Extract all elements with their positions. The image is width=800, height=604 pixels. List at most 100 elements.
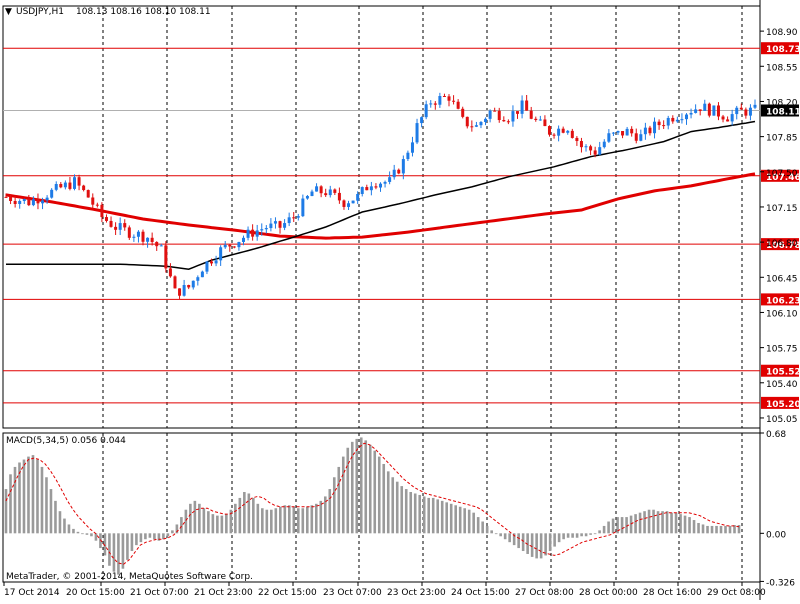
candle-body [146, 237, 150, 242]
candle-body [68, 182, 72, 189]
macd-bar [279, 506, 282, 534]
candle-body [671, 117, 675, 122]
macd-bar [611, 518, 615, 534]
macd-bar [562, 533, 565, 540]
candle-body [196, 277, 200, 281]
candle [502, 116, 506, 122]
macd-bar [728, 525, 732, 534]
macd-bar [607, 521, 610, 534]
candle-body [410, 142, 414, 153]
candle [360, 186, 364, 197]
candle-body [219, 247, 223, 261]
macd-bar [386, 471, 390, 534]
candle [82, 184, 86, 192]
candle-body [748, 107, 752, 116]
candle-body [369, 186, 373, 191]
macd-bar [377, 456, 381, 534]
candle-body [397, 169, 401, 174]
candle [452, 95, 456, 105]
chart-frame [2, 0, 761, 600]
candle-body [278, 221, 282, 228]
macd-bar [544, 533, 547, 556]
macd-signal-line [5, 442, 740, 565]
macd-bar [701, 524, 705, 534]
candle-body [516, 111, 520, 114]
macd-bar [157, 533, 161, 541]
candle [351, 200, 355, 204]
candle [730, 109, 734, 126]
candle [237, 241, 241, 251]
macd-bar [580, 533, 583, 537]
level-tag-3 [761, 293, 799, 306]
candle-body [680, 119, 684, 121]
price-tick-label: 105.75 [766, 345, 798, 355]
candle-body [438, 96, 442, 105]
candle-body [484, 118, 488, 122]
macd-bar [427, 497, 431, 534]
candle-body [191, 280, 195, 288]
level-tag-label: 108.73 [766, 45, 800, 55]
candle [374, 183, 378, 190]
macd-bar [481, 521, 484, 534]
candle-body [91, 197, 95, 205]
candle [438, 92, 442, 108]
macd-bar [341, 456, 345, 534]
macd-bar [121, 533, 125, 569]
candle [164, 241, 168, 273]
macd-bar [436, 499, 440, 534]
level-tag-label: 106.78 [766, 241, 800, 251]
candle-body [538, 119, 542, 121]
candle-body [136, 231, 140, 237]
candle [534, 116, 538, 122]
candle-body [82, 185, 86, 191]
candle-body [228, 244, 232, 247]
candle [255, 224, 259, 241]
candle [726, 116, 730, 122]
macd-bar [445, 502, 448, 534]
candle-body [73, 177, 77, 189]
candle-body [694, 109, 698, 113]
candle [474, 121, 478, 128]
candle [506, 119, 510, 125]
candle [680, 113, 684, 124]
macd-bar [508, 533, 511, 543]
candle [634, 128, 638, 144]
candle [383, 180, 387, 188]
candles [4, 92, 757, 299]
candle [547, 125, 551, 137]
candle [415, 118, 419, 145]
candle [744, 107, 748, 119]
macd-bar [575, 533, 579, 538]
macd-bar [85, 533, 89, 535]
candle [566, 129, 570, 135]
macd-bar [198, 503, 201, 534]
candle-body [721, 116, 725, 120]
candle-body [575, 137, 579, 142]
candle-body [301, 198, 305, 217]
candle-body [456, 101, 460, 109]
dropdown-triangle-icon[interactable]: ▼ [5, 7, 12, 17]
candle-body [4, 196, 8, 198]
candle [63, 180, 67, 190]
macd-bar [94, 533, 98, 541]
candle [392, 164, 396, 180]
candle-body [570, 130, 574, 138]
candle [369, 181, 373, 196]
macd-bar [252, 497, 255, 534]
candle [525, 95, 529, 111]
candle-body [598, 147, 602, 155]
candle [100, 202, 104, 223]
candle [246, 226, 250, 241]
candle-body [552, 134, 556, 136]
candle [657, 119, 661, 130]
macd-bar [661, 511, 664, 534]
macd-bar [350, 441, 354, 534]
macd-bar [22, 459, 26, 534]
candle [689, 108, 693, 119]
candle-body [264, 228, 268, 230]
time-tick-label: 24 Oct 15:00 [451, 588, 510, 598]
macd-bar [391, 477, 395, 534]
macd-bar [458, 506, 462, 534]
macd-bar [117, 533, 120, 575]
macd-bar [467, 509, 471, 534]
